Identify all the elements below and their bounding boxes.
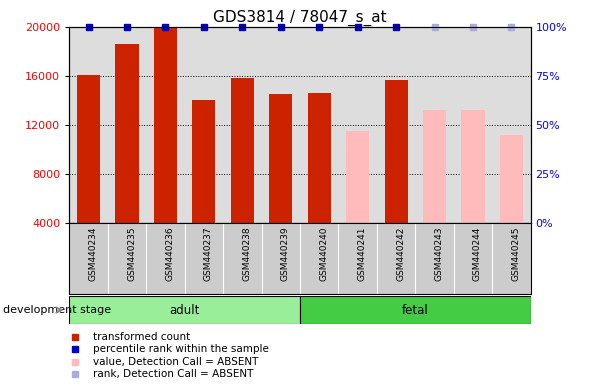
Text: GSM440243: GSM440243 [435,226,444,281]
Bar [77,124,100,272]
Text: rank, Detection Call = ABSENT: rank, Detection Call = ABSENT [93,369,254,379]
Text: GSM440237: GSM440237 [204,226,213,281]
Bar [77,74,100,223]
Bar [269,143,292,272]
Text: value, Detection Call = ABSENT: value, Detection Call = ABSENT [93,357,259,367]
Text: GSM440236: GSM440236 [165,226,174,281]
Bar [385,129,408,272]
Text: GSM440239: GSM440239 [281,226,290,281]
Text: GSM440240: GSM440240 [319,226,328,281]
Bar [300,296,531,324]
Bar [500,135,523,223]
Text: GSM440235: GSM440235 [127,226,136,281]
Bar [269,94,292,223]
Bar [461,110,485,223]
Bar [192,100,215,223]
Text: GSM440245: GSM440245 [511,226,520,281]
Text: development stage: development stage [3,305,111,315]
Bar [385,79,408,223]
Text: GSM440242: GSM440242 [396,226,405,281]
Bar [308,93,330,223]
Bar [231,127,254,272]
Bar [346,131,369,223]
Text: adult: adult [169,304,200,316]
Text: GSM440244: GSM440244 [473,226,482,281]
Bar [461,159,485,272]
Text: GSM440234: GSM440234 [89,226,98,281]
Text: transformed count: transformed count [93,332,191,342]
Text: GSM440238: GSM440238 [242,226,251,281]
Bar [308,142,330,272]
Text: percentile rank within the sample: percentile rank within the sample [93,344,270,354]
Bar [116,44,139,223]
Bar [116,93,139,272]
Bar [423,110,446,223]
Text: fetal: fetal [402,304,429,316]
Bar [192,149,215,272]
Bar [423,159,446,272]
Bar [154,0,177,223]
Bar [346,180,369,272]
Bar [231,78,254,223]
Bar [69,296,300,324]
Bar [500,184,523,272]
Text: GSM440241: GSM440241 [358,226,367,281]
Title: GDS3814 / 78047_s_at: GDS3814 / 78047_s_at [213,9,387,25]
Bar [154,49,177,272]
